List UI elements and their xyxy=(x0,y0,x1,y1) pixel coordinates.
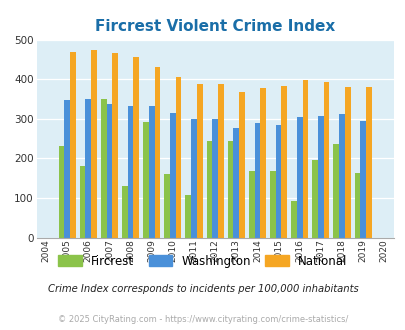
Title: Fircrest Violent Crime Index: Fircrest Violent Crime Index xyxy=(95,19,335,34)
Bar xyxy=(359,121,365,238)
Bar xyxy=(101,99,107,238)
Bar xyxy=(254,123,260,238)
Bar xyxy=(354,173,359,238)
Bar xyxy=(128,106,133,238)
Bar xyxy=(333,144,338,238)
Bar xyxy=(344,87,350,238)
Bar xyxy=(212,119,217,238)
Bar xyxy=(149,106,154,238)
Text: Crime Index corresponds to incidents per 100,000 inhabitants: Crime Index corresponds to incidents per… xyxy=(47,284,358,294)
Bar xyxy=(85,99,91,238)
Bar xyxy=(317,116,323,238)
Bar xyxy=(248,172,254,238)
Bar xyxy=(175,77,181,238)
Bar xyxy=(206,141,212,238)
Bar xyxy=(185,195,191,238)
Bar xyxy=(227,141,233,238)
Bar xyxy=(269,172,275,238)
Bar xyxy=(338,114,344,238)
Bar xyxy=(79,166,85,238)
Bar xyxy=(70,52,76,238)
Bar xyxy=(170,113,175,238)
Bar xyxy=(122,186,128,238)
Bar xyxy=(58,146,64,238)
Bar xyxy=(302,80,307,238)
Bar xyxy=(64,100,70,238)
Bar xyxy=(260,88,265,238)
Bar xyxy=(281,86,286,238)
Bar xyxy=(133,57,139,238)
Bar xyxy=(217,84,223,238)
Bar xyxy=(164,174,170,238)
Legend: Fircrest, Washington, National: Fircrest, Washington, National xyxy=(53,250,352,273)
Bar xyxy=(91,50,97,238)
Bar xyxy=(191,119,196,238)
Bar xyxy=(311,160,317,238)
Bar xyxy=(365,87,371,238)
Bar xyxy=(107,104,112,238)
Bar xyxy=(233,127,239,238)
Bar xyxy=(290,201,296,238)
Bar xyxy=(112,53,118,238)
Bar xyxy=(196,84,202,238)
Bar xyxy=(154,67,160,238)
Bar xyxy=(275,125,281,238)
Bar xyxy=(296,117,302,238)
Bar xyxy=(143,122,149,238)
Text: © 2025 CityRating.com - https://www.cityrating.com/crime-statistics/: © 2025 CityRating.com - https://www.city… xyxy=(58,315,347,324)
Bar xyxy=(239,92,244,238)
Bar xyxy=(323,82,328,238)
